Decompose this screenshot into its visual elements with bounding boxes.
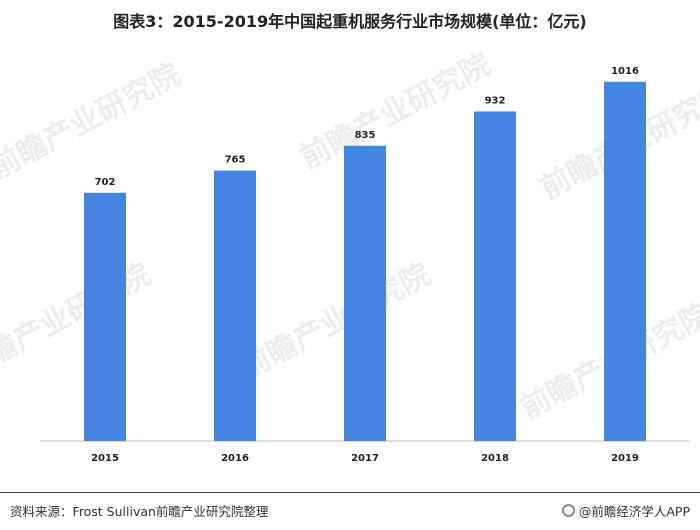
brand-text: @前瞻经济学人APP bbox=[578, 504, 690, 519]
x-tick-label-2018: 2018 bbox=[481, 453, 509, 464]
watermark-text: 前瞻产业研究院 bbox=[0, 57, 186, 186]
bar-2015 bbox=[84, 192, 126, 441]
bar-2019 bbox=[604, 81, 646, 442]
data-label-2015: 702 bbox=[95, 177, 116, 188]
brand: @前瞻经济学人APP bbox=[561, 501, 690, 520]
data-label-2018: 932 bbox=[485, 95, 506, 106]
bar-2016 bbox=[214, 170, 256, 441]
footer: 资料来源：Frost Sullivan前瞻产业研究院整理 @前瞻经济学人APP bbox=[0, 492, 700, 530]
bar-2018 bbox=[474, 111, 516, 441]
x-tick-label-2019: 2019 bbox=[611, 453, 639, 464]
brand-logo-icon bbox=[561, 504, 575, 517]
data-label-2019: 1016 bbox=[611, 66, 639, 77]
x-tick-label-2015: 2015 bbox=[91, 453, 119, 464]
watermark-text: 前瞻产业研究院 bbox=[295, 47, 497, 176]
watermark-text: 前瞻产业研究院 bbox=[235, 257, 437, 386]
data-label-2016: 765 bbox=[225, 155, 246, 166]
chart-title: 图表3：2015-2019年中国起重机服务行业市场规模(单位：亿元) bbox=[113, 12, 587, 31]
bar-chart: 前瞻产业研究院前瞻产业研究院前瞻产业研究院前瞻产业研究院前瞻产业研究院前瞻产业研… bbox=[0, 47, 700, 464]
bar-2017 bbox=[344, 145, 386, 441]
data-label-2017: 835 bbox=[355, 130, 376, 141]
x-tick-label-2016: 2016 bbox=[221, 453, 249, 464]
x-tick-label-2017: 2017 bbox=[351, 453, 379, 464]
source-text: 资料来源：Frost Sullivan前瞻产业研究院整理 bbox=[10, 504, 269, 519]
watermark-text: 前瞻产业研究院 bbox=[0, 257, 156, 386]
